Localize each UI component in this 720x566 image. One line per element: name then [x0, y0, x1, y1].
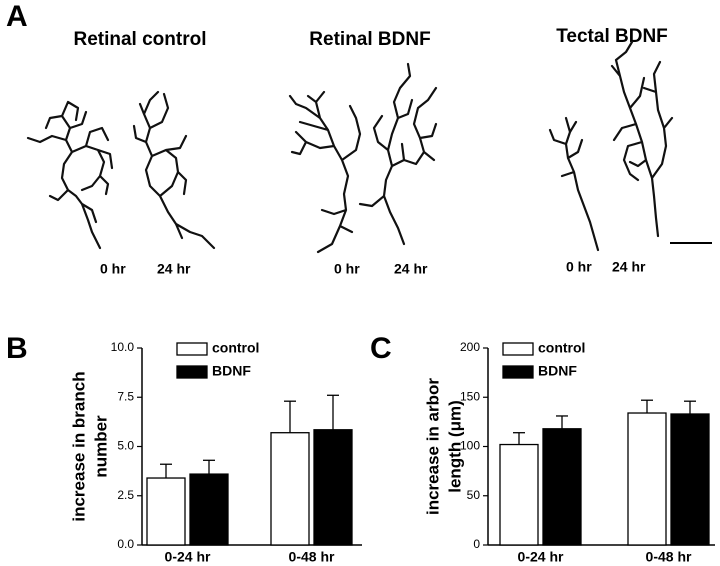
neuron-drawings — [26, 40, 712, 254]
x-tick-label: 0-48 hr — [289, 549, 335, 565]
y-axis-label: number — [91, 415, 110, 478]
neuron — [610, 40, 674, 238]
time-label: 0 hr — [566, 259, 592, 275]
y-tick-label: 150 — [460, 389, 480, 403]
y-axis-label: length (μm) — [445, 400, 464, 493]
bar — [146, 477, 186, 546]
time-label: 24 hr — [612, 259, 646, 275]
y-tick-label: 200 — [460, 340, 480, 354]
legend-swatch — [176, 365, 208, 379]
legend-label: control — [538, 340, 585, 356]
legend-label: control — [212, 340, 259, 356]
legend-swatch — [502, 365, 534, 379]
panel-label: C — [370, 332, 392, 365]
bar — [542, 428, 582, 546]
time-label: 0 hr — [100, 261, 126, 277]
time-label: 24 hr — [394, 261, 428, 277]
y-tick-label: 5.0 — [117, 439, 134, 453]
y-tick-label: 0 — [473, 537, 480, 551]
bar — [270, 432, 310, 546]
x-tick-label: 0-48 hr — [646, 549, 692, 565]
y-tick-label: 7.5 — [117, 389, 134, 403]
y-axis-label: increase in arbor — [423, 378, 442, 515]
x-tick-label: 0-24 hr — [165, 549, 211, 565]
y-tick-label: 50 — [467, 488, 481, 502]
panel-title: Tectal BDNF — [556, 26, 668, 47]
y-tick-label: 10.0 — [111, 340, 135, 354]
panel-label: B — [6, 332, 28, 365]
x-tick-label: 0-24 hr — [518, 549, 564, 565]
panel-title: Retinal BDNF — [309, 29, 430, 50]
neuron — [26, 100, 114, 250]
y-axis-label: increase in branch — [69, 371, 88, 521]
panel-title: Retinal control — [73, 29, 206, 50]
neuron — [548, 116, 600, 252]
bar — [313, 429, 353, 546]
legend-label: BDNF — [538, 363, 577, 379]
bar — [670, 413, 710, 546]
panel-label: A — [6, 0, 28, 33]
y-tick-label: 100 — [460, 439, 480, 453]
neuron — [132, 90, 216, 250]
legend-swatch — [176, 342, 208, 356]
neuron — [288, 90, 362, 254]
legend-label: BDNF — [212, 363, 251, 379]
time-label: 24 hr — [157, 261, 191, 277]
legend-swatch — [502, 342, 534, 356]
y-tick-label: 0.0 — [117, 537, 134, 551]
bar — [627, 412, 667, 546]
neuron — [358, 62, 438, 246]
time-label: 0 hr — [334, 261, 360, 277]
bar — [189, 473, 229, 546]
y-tick-label: 2.5 — [117, 488, 134, 502]
bar — [499, 443, 539, 546]
